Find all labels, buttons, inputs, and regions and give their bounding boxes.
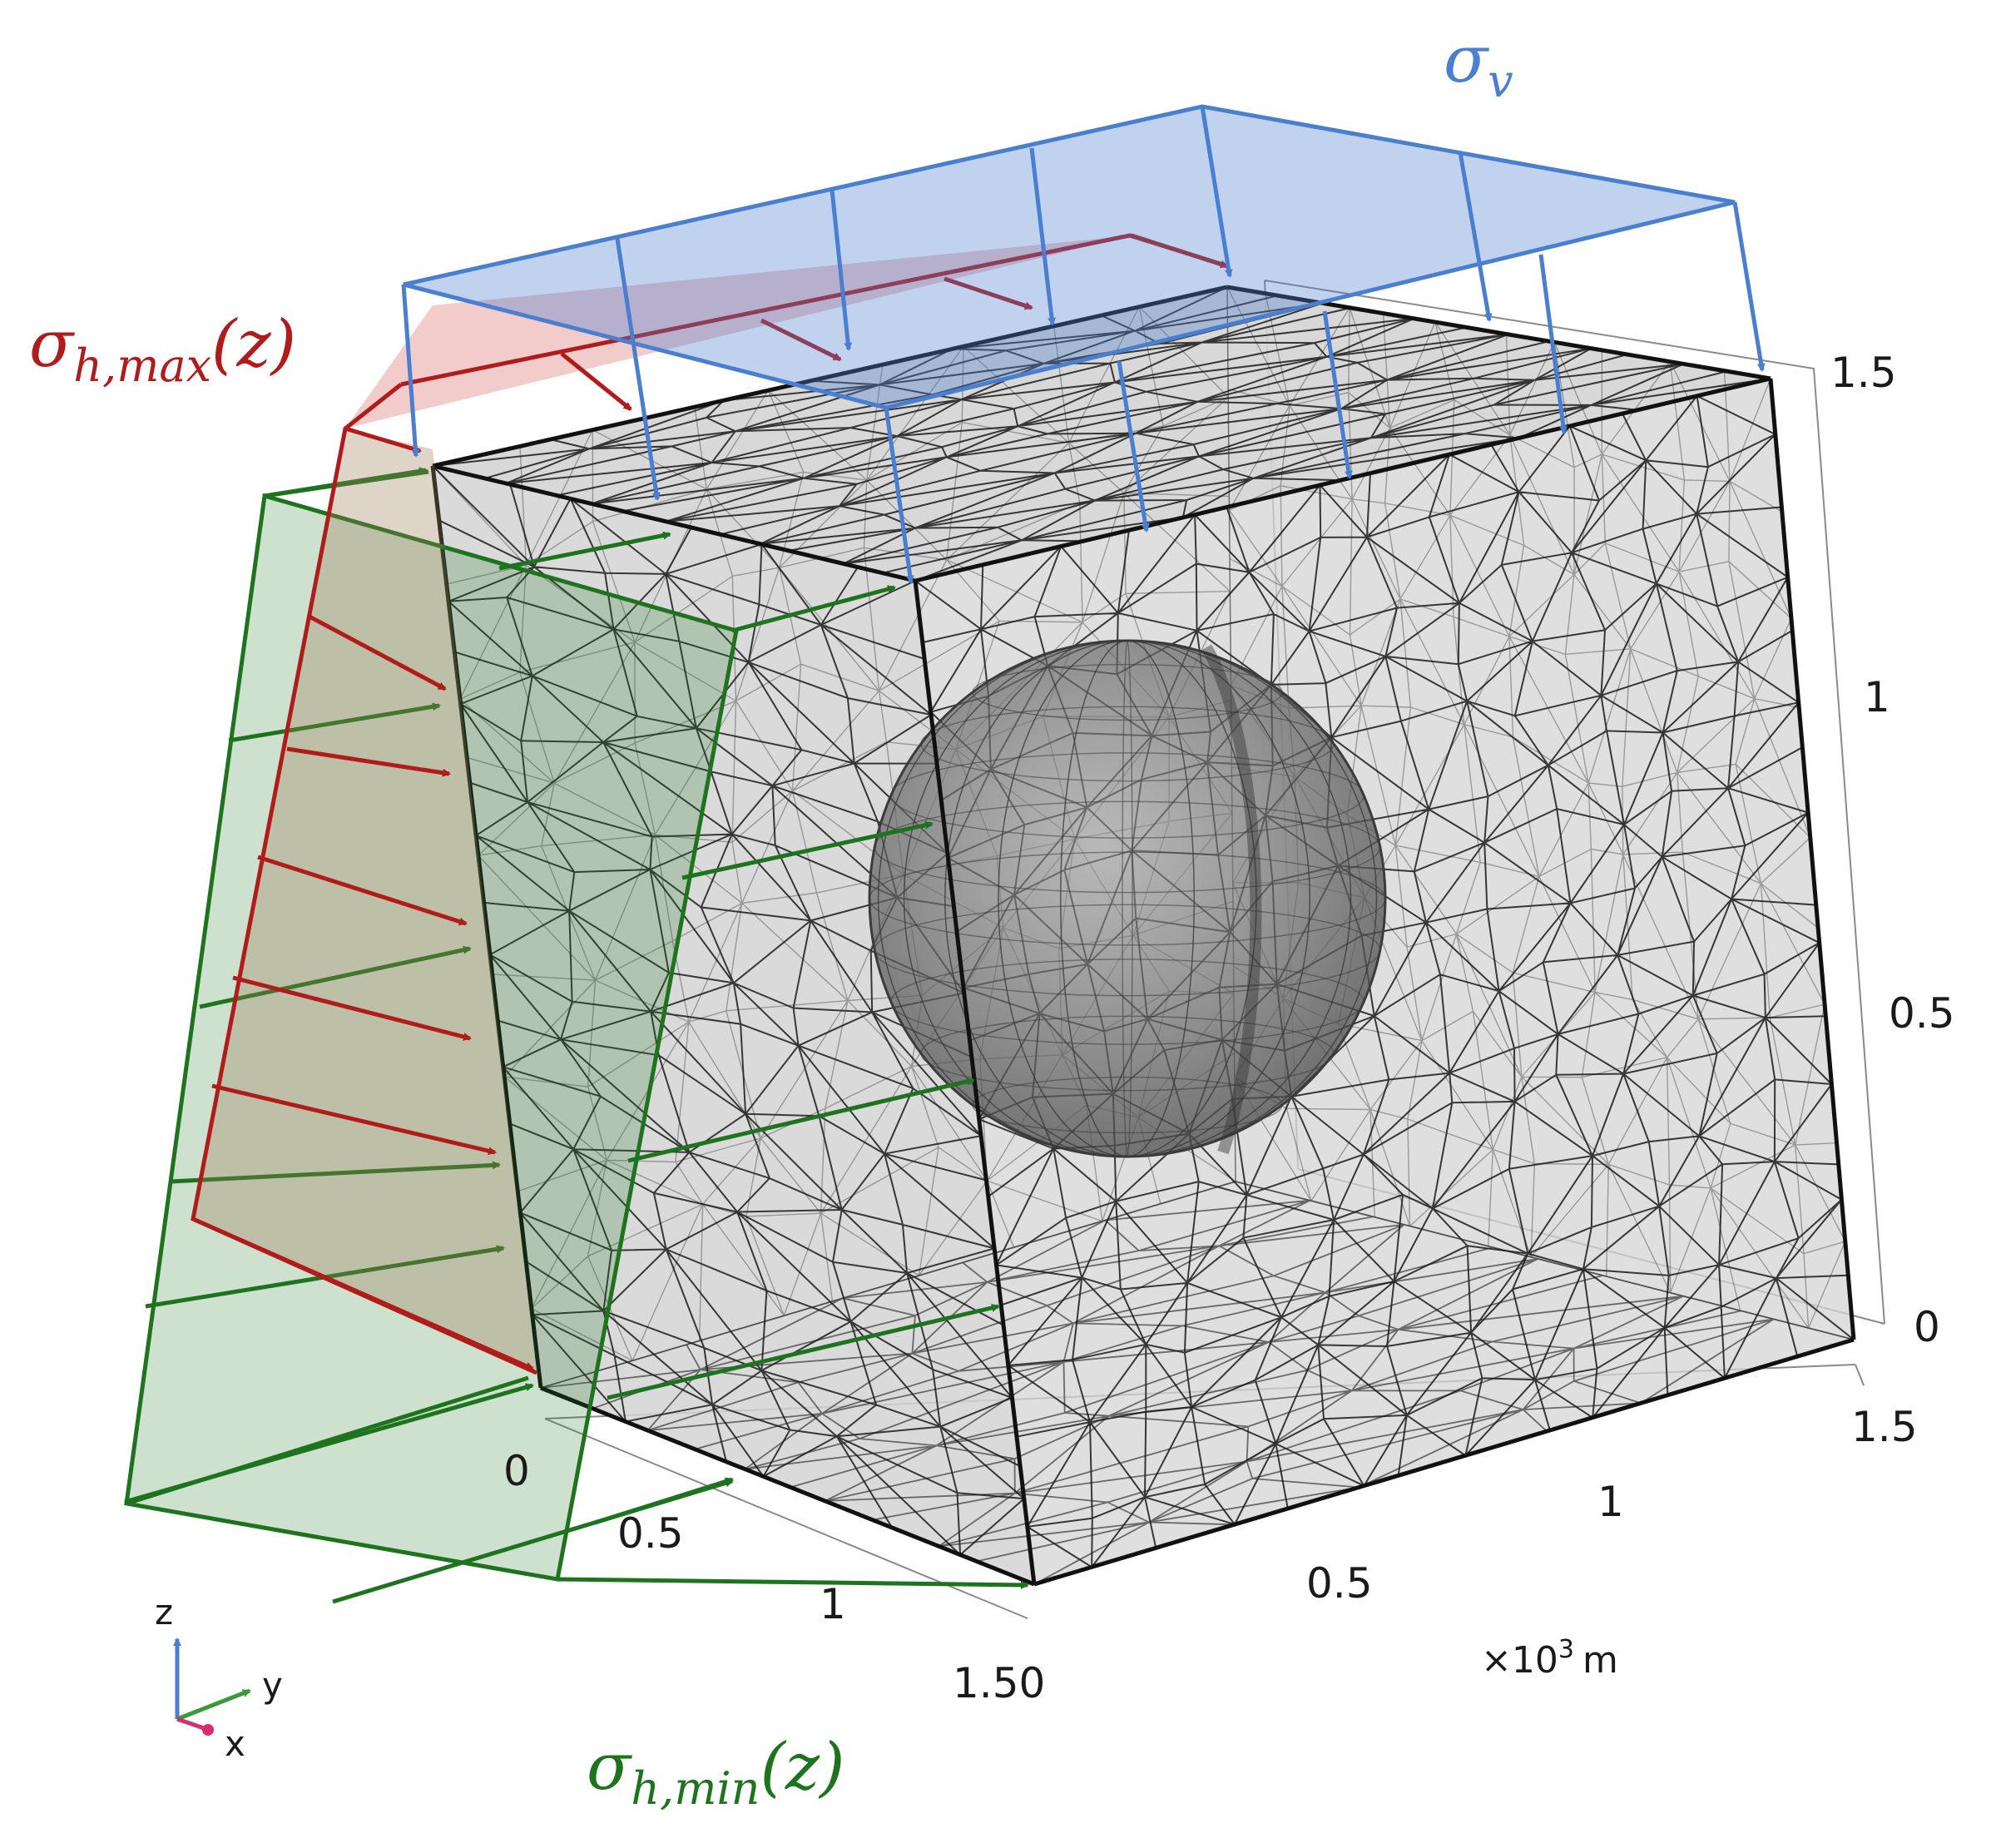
sigma-v-arrow [1732,201,1766,372]
sigma-v-arrow [1458,151,1493,322]
sigma-v-arrow [1200,106,1233,278]
box-edge [1033,1337,1855,1587]
axis-unit-label: ×103 m [1481,1635,1618,1682]
sigma-h-min-arrow [199,945,472,1009]
sigma-h-min-arrow [681,820,934,880]
sigma-v-load [401,104,1766,584]
triad-z-label: z [155,1592,173,1632]
sigma-v-arrow [1029,147,1057,326]
y-axis-ticks: 0.5 1 1.5 ×103 m [1306,1403,1918,1682]
box-edge [432,463,916,583]
box-edge [540,1385,1035,1587]
sphere-seam [1201,644,1262,1155]
sigma-h-min-arrow [332,1479,734,1604]
sphere-meridian [877,640,1378,1157]
y-tick-label: 0.5 [1306,1559,1373,1608]
sigma-v-arrow [401,284,420,458]
box-edge [430,465,543,1389]
triad-y-label: y [262,1665,283,1706]
y-tick-label: 1 [1597,1478,1624,1526]
sigma-v-label: σv [1444,22,1513,107]
sigma-h-max-arrow [286,746,451,777]
sigma-h-max-arrow [560,352,632,411]
y-tick-label: 1.5 [1851,1403,1918,1451]
sigma-h-max-arrow [1131,233,1229,269]
sigma-h-max-arrow [760,318,842,362]
sigma-h-min-arrow [228,702,441,743]
z-tick-label: 0.5 [1889,989,1955,1038]
svg-text:σh,min(z): σh,min(z) [587,1730,844,1815]
sigma-h-min-arrow [731,585,896,633]
sigma-v-arrow [1322,310,1353,479]
z-tick-label: 1 [1864,673,1890,721]
svg-text:σv: σv [1444,22,1513,107]
z-axis-ticks: 0 0.5 1 1.5 [1830,349,1955,1351]
x-tick-label: 1.50 [953,1659,1045,1707]
sigma-h-min-arrow [170,1161,501,1184]
sigma-v-arrow [1538,254,1568,434]
sigma-h-max-arrow [306,613,447,691]
coordinate-triad: z y x [155,1592,283,1764]
sigma-h-min-arrow [124,1383,534,1504]
triad-x-label: x [225,1723,245,1764]
sigma-h-max-arrow [232,975,472,1041]
spherical-inclusion [868,639,1387,1158]
sigma-h-max-label: σh,max(z) [29,307,296,392]
svg-text:σh,max(z): σh,max(z) [29,307,296,392]
x-tick-label: 0.5 [617,1509,684,1558]
sigma-v-arrow [615,238,661,501]
box-edge [914,376,1771,583]
sigma-h-max-arrow [944,276,1033,310]
sigma-h-max-arrow [344,426,422,453]
sigma-h-min-arrow [627,1077,975,1163]
sigma-h-min-arrow [264,467,428,498]
sigma-h-max-arrow [257,855,468,926]
box-edge [432,285,1228,468]
x-tick-label: 1 [820,1580,846,1628]
sigma-v-arrow [884,407,914,584]
x-tick-label: 0 [503,1447,530,1495]
box-edge [1768,378,1856,1340]
x-axis-ticks: 0 0.5 1 1.50 [503,1447,1045,1707]
sigma-h-min-label: σh,min(z) [587,1730,844,1815]
sigma-v-arrow [830,189,853,351]
z-tick-label: 1.5 [1830,349,1897,397]
z-tick-label: 0 [1914,1303,1940,1351]
sigma-h-min-arrow [498,531,671,571]
sigma-h-max-load [191,233,1229,1375]
sigma-v-arrow [1117,360,1150,533]
sigma-h-max-arrow [211,1083,497,1156]
sigma-h-min-arrow [607,1303,1000,1400]
